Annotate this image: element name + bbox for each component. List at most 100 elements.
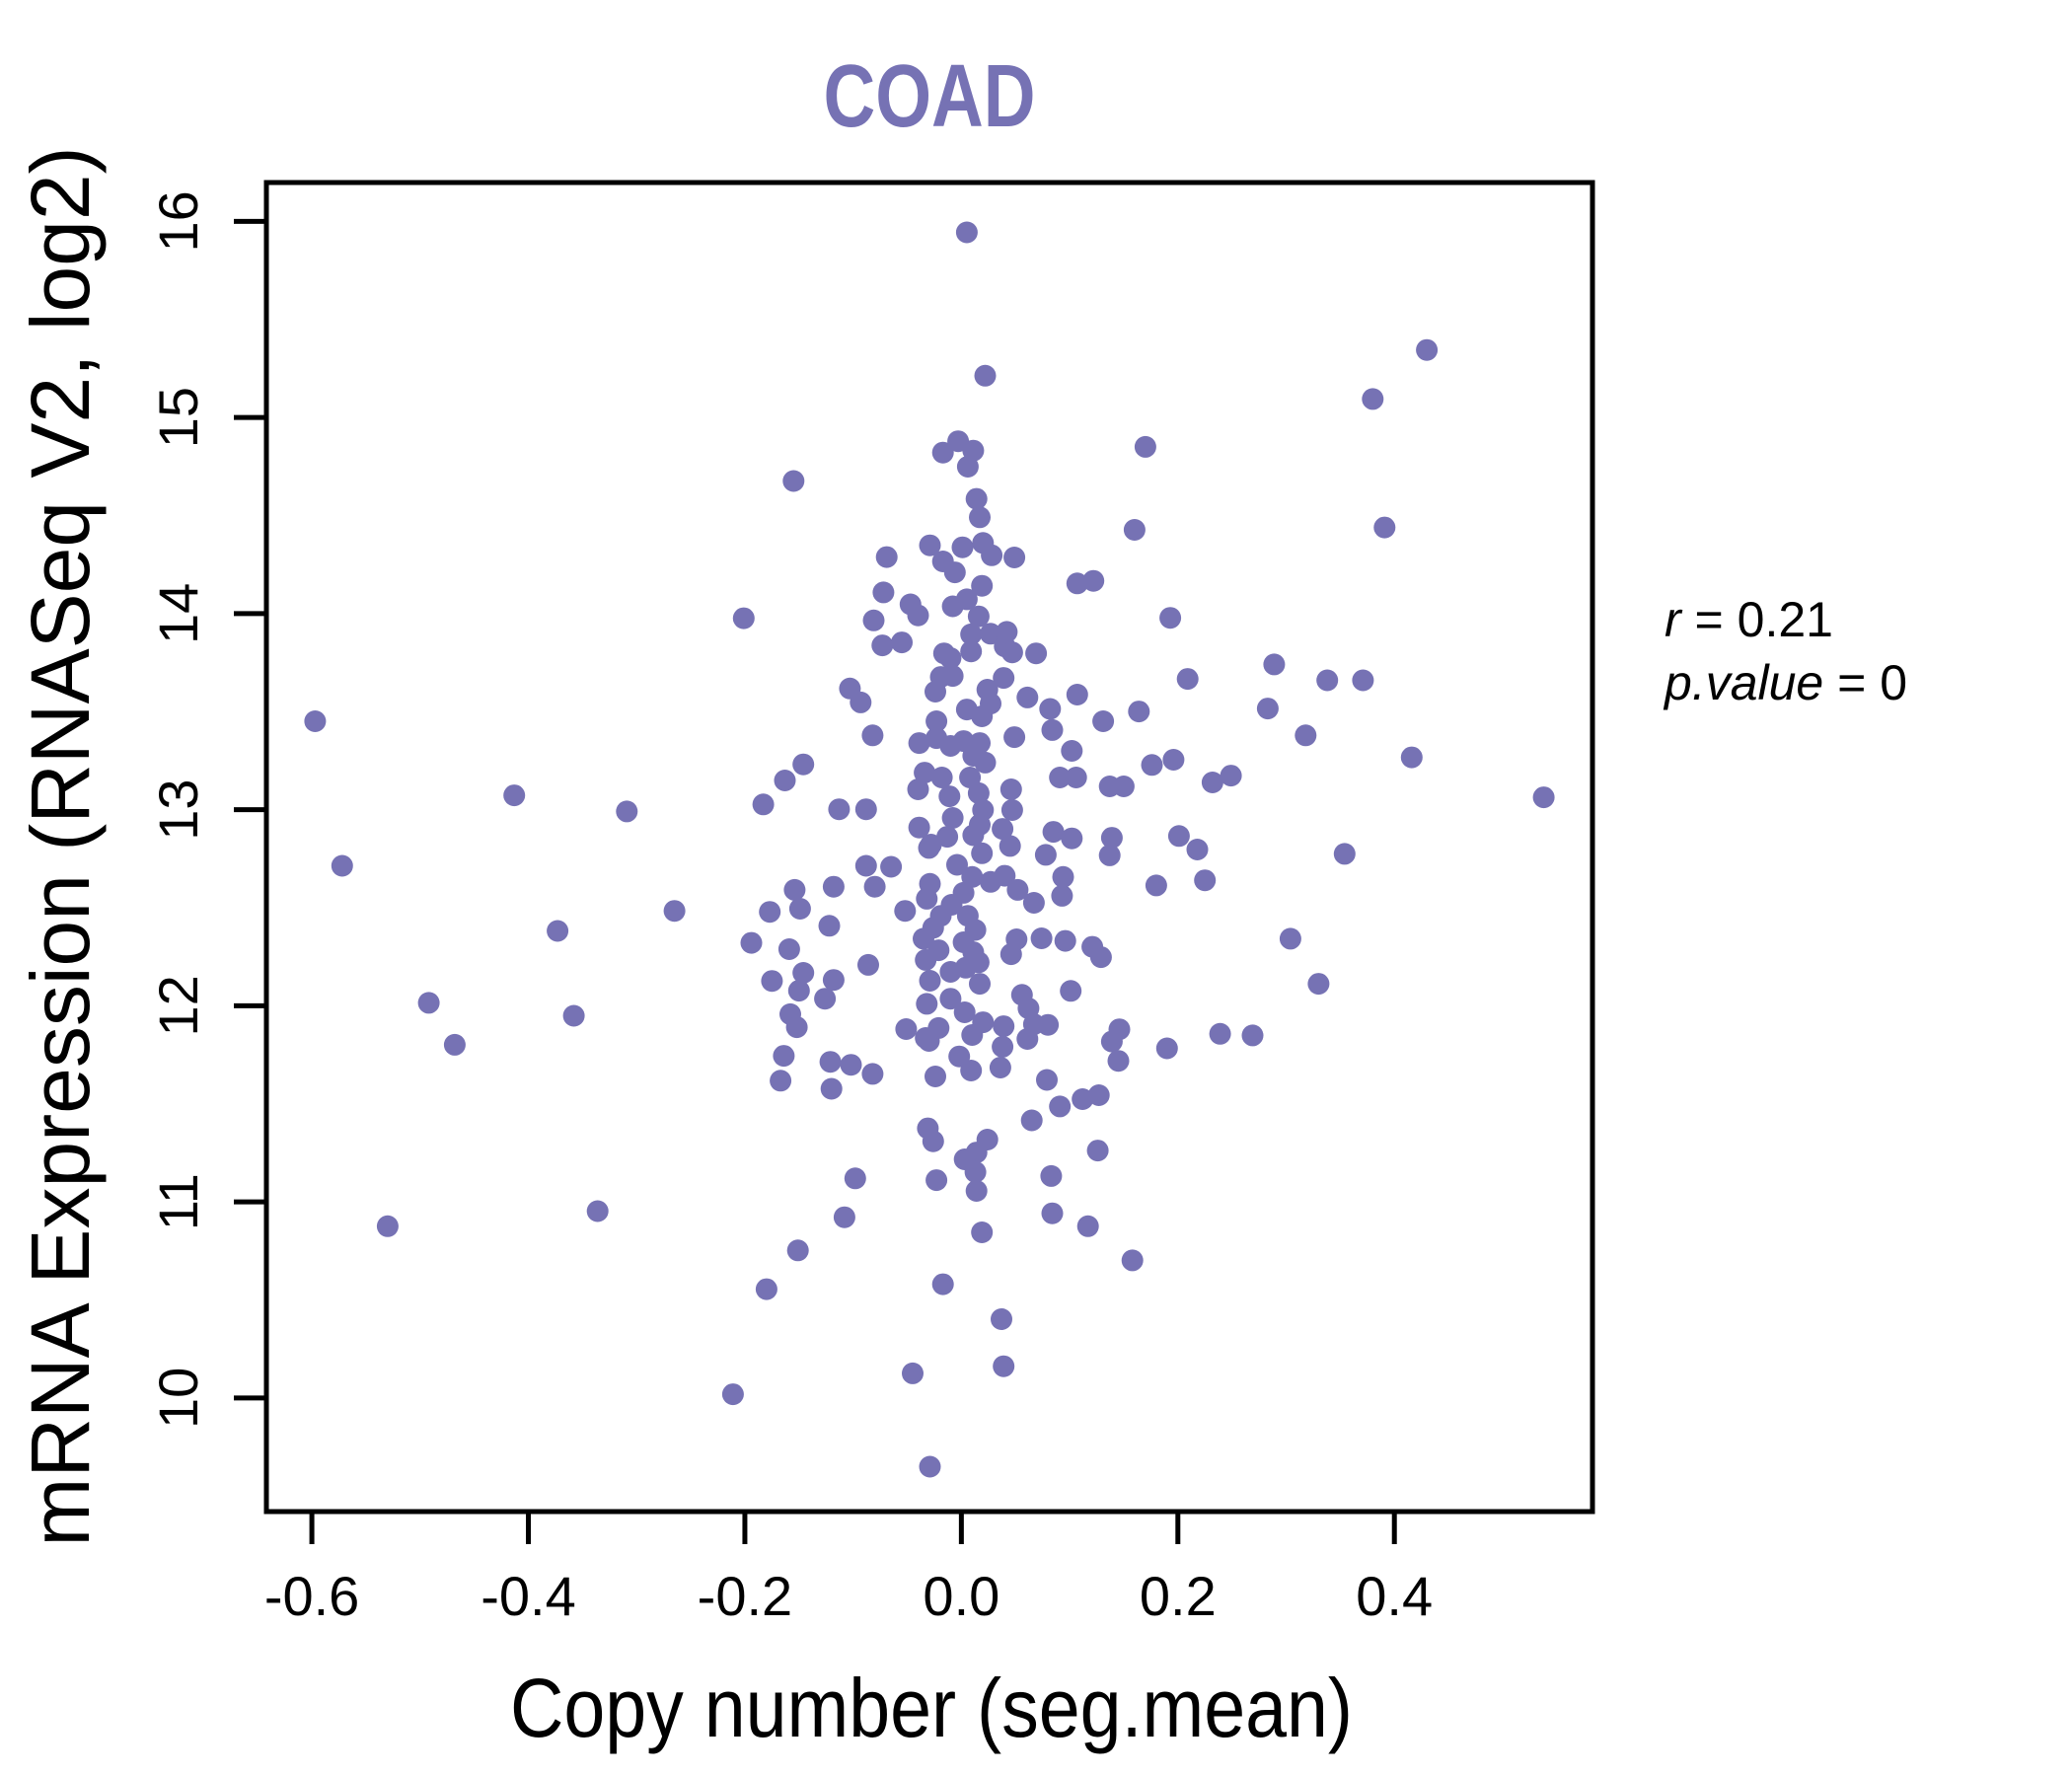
- data-point: [547, 920, 569, 942]
- data-point: [792, 753, 815, 776]
- data-point: [916, 993, 938, 1015]
- data-point: [663, 900, 686, 923]
- data-point: [850, 691, 872, 713]
- data-point: [919, 970, 941, 992]
- data-point: [1100, 1030, 1123, 1053]
- data-point: [787, 980, 810, 1002]
- data-point: [1022, 892, 1045, 914]
- data-point: [974, 364, 997, 387]
- data-point: [1145, 874, 1167, 897]
- data-point: [777, 938, 800, 960]
- data-point: [894, 900, 917, 923]
- data-point: [586, 1200, 609, 1222]
- data-point: [920, 834, 942, 855]
- data-point: [914, 762, 936, 784]
- data-point: [993, 1015, 1015, 1038]
- data-point: [854, 798, 877, 821]
- annotation-line: p.value = 0: [1663, 655, 1907, 710]
- data-point: [1241, 1024, 1264, 1047]
- data-point: [1400, 746, 1423, 769]
- data-point: [755, 1278, 777, 1300]
- data-point: [965, 487, 988, 510]
- data-point: [732, 607, 755, 629]
- x-tick-label: 0.2: [1140, 1565, 1217, 1627]
- data-point: [960, 623, 983, 645]
- data-point: [964, 1160, 987, 1183]
- axes-group: -0.6 -0.4 -0.2 0.0 0.2 0.4 10 11 12 13 14 15 16: [147, 180, 1595, 1627]
- data-point: [1051, 884, 1073, 907]
- data-point: [759, 901, 781, 924]
- data-point: [962, 824, 985, 847]
- data-point: [960, 1060, 983, 1081]
- x-tick-label: -0.6: [264, 1565, 360, 1627]
- y-tick-label: 12: [147, 975, 209, 1036]
- data-point: [331, 854, 353, 877]
- data-point: [1041, 718, 1064, 741]
- data-point: [1159, 607, 1182, 629]
- annotation-line: r = 0.21: [1665, 592, 1833, 647]
- data-point: [1279, 927, 1301, 950]
- data-point: [721, 1383, 744, 1406]
- data-point: [902, 1362, 924, 1384]
- data-point: [925, 681, 946, 703]
- data-point: [925, 1066, 946, 1087]
- data-point: [993, 667, 1015, 690]
- data-point: [961, 865, 984, 888]
- data-point: [1061, 740, 1083, 762]
- data-point: [943, 561, 966, 584]
- data-point: [1089, 946, 1112, 969]
- data-point: [971, 842, 994, 864]
- data-point: [939, 988, 962, 1010]
- data-point: [304, 710, 327, 732]
- data-point: [862, 609, 885, 631]
- data-point: [999, 943, 1022, 966]
- data-point: [1036, 1069, 1058, 1091]
- data-point: [880, 855, 903, 878]
- data-point: [1167, 825, 1190, 848]
- data-point: [616, 800, 638, 823]
- plot-box-border: [263, 180, 1595, 1515]
- data-point: [946, 853, 968, 876]
- data-point: [1295, 724, 1317, 747]
- data-point: [969, 506, 991, 529]
- data-point: [891, 631, 913, 654]
- data-point: [938, 785, 961, 808]
- y-tick-label: 11: [147, 1173, 209, 1230]
- data-point: [916, 887, 938, 910]
- data-point: [1362, 388, 1384, 410]
- data-point: [994, 864, 1016, 887]
- data-point: [820, 1077, 843, 1100]
- x-tick-label: 0.4: [1356, 1565, 1433, 1627]
- data-point: [974, 751, 997, 774]
- data-point: [931, 441, 954, 464]
- data-points-group: [304, 221, 1555, 1478]
- data-point: [1532, 786, 1555, 809]
- data-point: [971, 1221, 994, 1243]
- data-point: [417, 992, 440, 1014]
- data-point: [992, 818, 1014, 841]
- data-point: [1082, 569, 1105, 592]
- data-point: [953, 1001, 976, 1023]
- data-point: [993, 1355, 1015, 1377]
- data-point: [1086, 1140, 1109, 1162]
- y-tick-label: 10: [147, 1368, 209, 1429]
- data-point: [844, 1167, 866, 1190]
- data-point: [1072, 1088, 1094, 1110]
- data-point: [503, 784, 526, 807]
- data-point: [1263, 653, 1286, 676]
- data-point: [1042, 821, 1065, 844]
- data-point: [1352, 669, 1374, 692]
- data-point: [1416, 338, 1439, 361]
- data-point: [1100, 827, 1123, 850]
- x-axis-label: Copy number (seg.mean): [510, 1662, 1353, 1754]
- data-point: [895, 1018, 918, 1040]
- data-point: [1034, 844, 1057, 866]
- data-point: [1000, 641, 1023, 664]
- data-point: [992, 1035, 1014, 1058]
- data-point: [1209, 1022, 1231, 1045]
- data-point: [1037, 1013, 1060, 1036]
- data-point: [941, 665, 964, 688]
- data-point: [1060, 980, 1082, 1002]
- data-point: [833, 1206, 855, 1228]
